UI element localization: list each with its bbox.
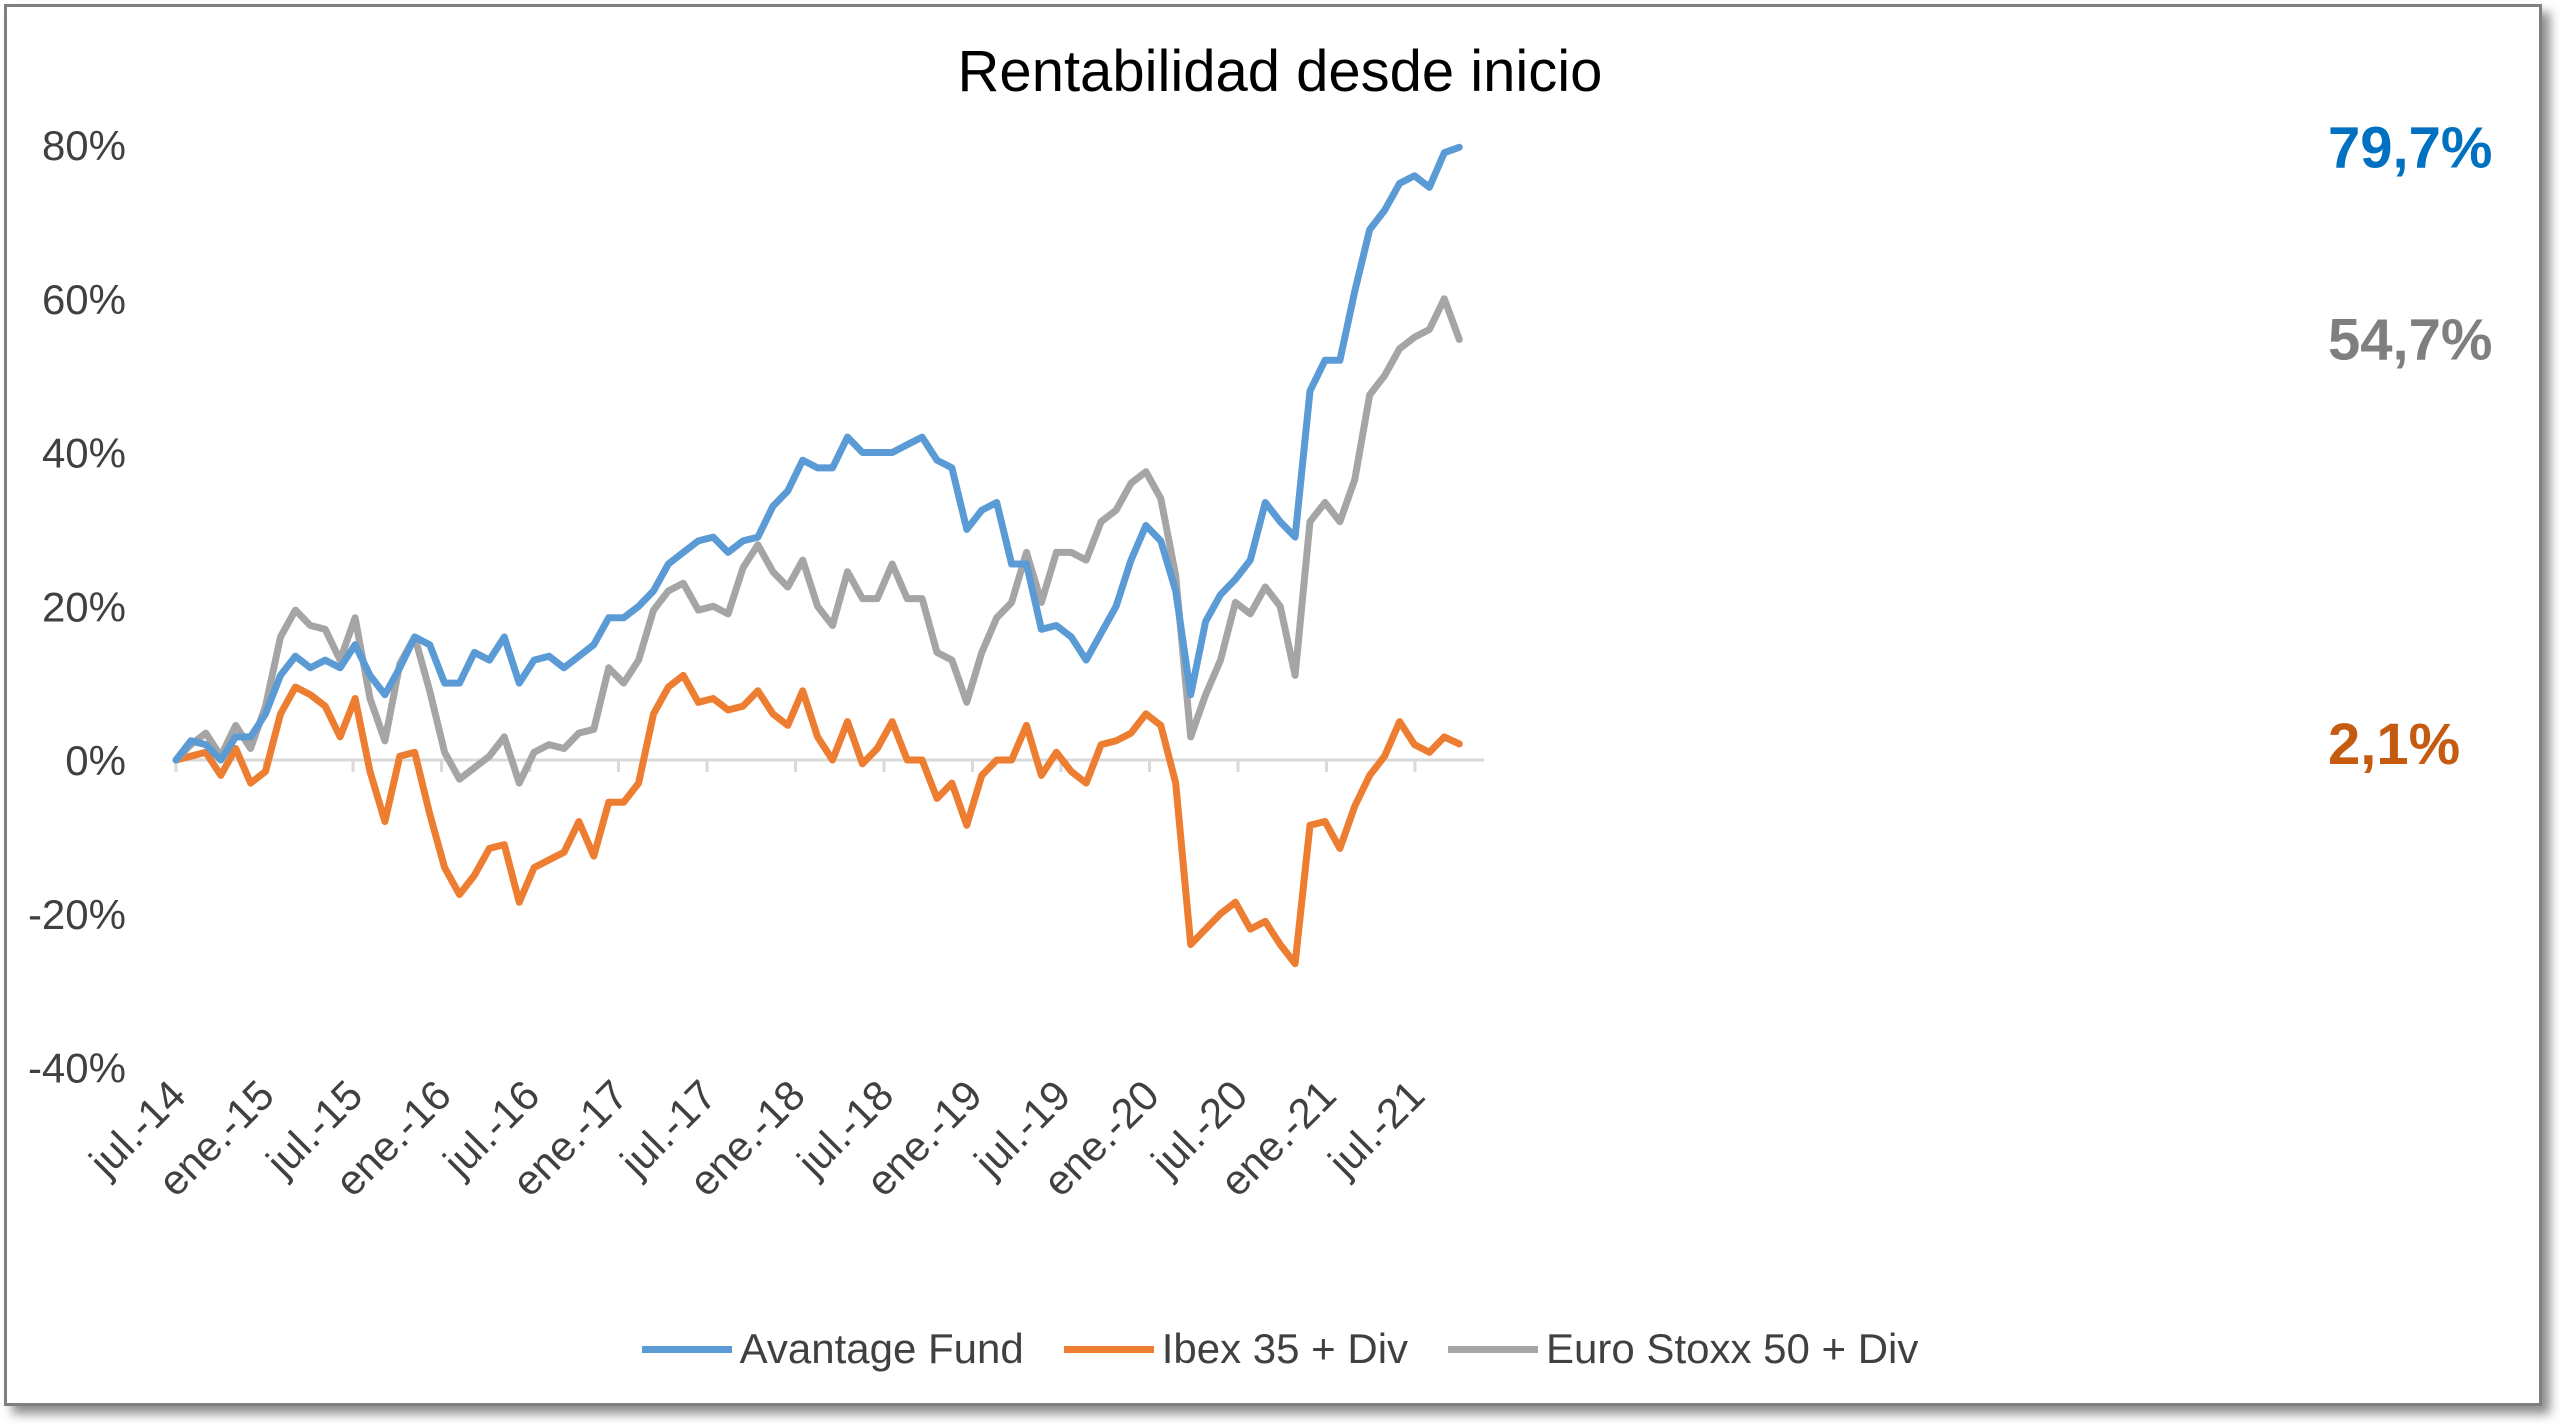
y-tick-label: 0% bbox=[65, 737, 126, 784]
chart-frame bbox=[4, 4, 2542, 1406]
x-axis-labels: jul.-14ene.-15jul.-15ene.-16jul.-16ene.-… bbox=[79, 760, 1434, 1205]
legend-item-avantage-fund: Avantage Fund bbox=[641, 1325, 1024, 1373]
series-lines bbox=[172, 143, 1463, 968]
y-axis-labels: 80% 60% 40% 20% 0% -20% -40% bbox=[28, 122, 126, 1092]
legend-label-euro-stoxx-50-div: Euro Stoxx 50 + Div bbox=[1546, 1325, 1919, 1372]
legend-swatch-avantage-fund bbox=[641, 1345, 732, 1353]
legend-item-ibex-35-div: Ibex 35 + Div bbox=[1063, 1325, 1409, 1373]
end-value-label: 54,7% bbox=[2328, 307, 2492, 372]
chart-title: Rentabilidad desde inicio bbox=[957, 39, 1603, 104]
end-value-label: 79,7% bbox=[2328, 115, 2492, 180]
legend-label-avantage-fund: Avantage Fund bbox=[739, 1325, 1024, 1372]
legend-item-euro-stoxx-50-div: Euro Stoxx 50 + Div bbox=[1448, 1325, 1918, 1373]
legend-swatch-ibex-35-div bbox=[1063, 1345, 1154, 1353]
y-tick-label: 80% bbox=[42, 122, 126, 169]
x-tick-label: jul.-21 bbox=[1318, 1071, 1434, 1187]
end-value-label: 2,1% bbox=[2328, 712, 2460, 777]
y-tick-label: 20% bbox=[42, 583, 126, 630]
y-tick-label: 60% bbox=[42, 276, 126, 323]
y-tick-label: -20% bbox=[28, 891, 126, 938]
legend-swatch-euro-stoxx-50-div bbox=[1448, 1345, 1539, 1353]
chart-legend: Avantage Fund Ibex 35 + Div Euro Stoxx 5… bbox=[0, 1325, 2560, 1373]
series-line-avantage-fund bbox=[172, 143, 1463, 764]
y-tick-label: 40% bbox=[42, 430, 126, 477]
legend-label-ibex-35-div: Ibex 35 + Div bbox=[1161, 1325, 1409, 1372]
y-tick-label: -40% bbox=[28, 1045, 126, 1092]
series-line-ibex-35-div bbox=[172, 671, 1463, 968]
end-labels: 79,7% 2,1% 54,7% bbox=[2328, 115, 2492, 777]
series-line-euro-stoxx-50-div bbox=[172, 295, 1463, 787]
